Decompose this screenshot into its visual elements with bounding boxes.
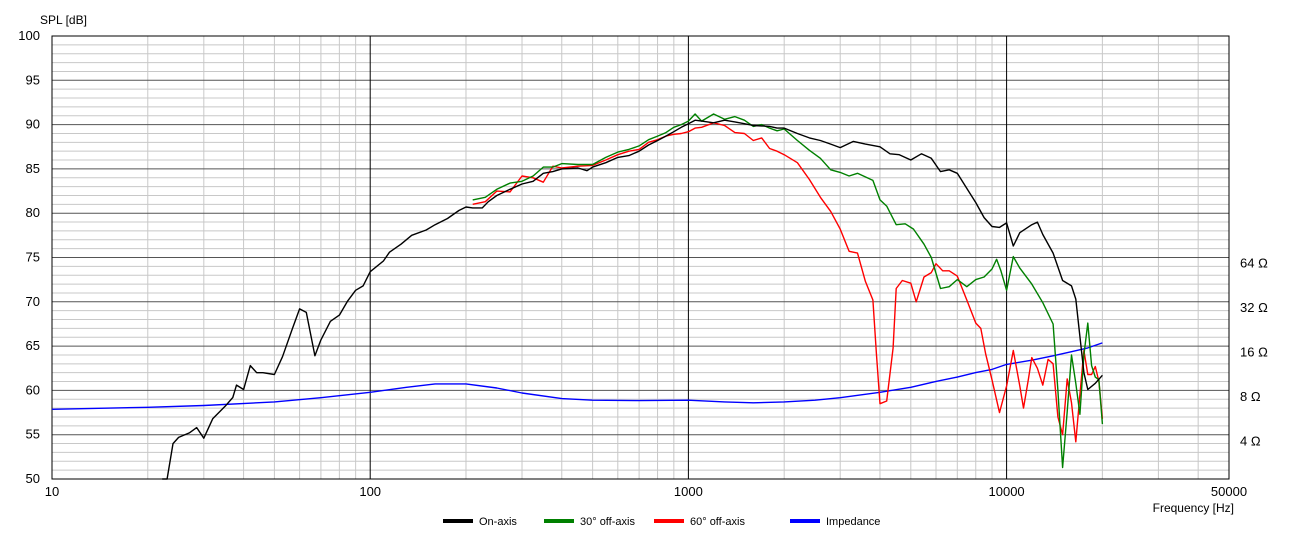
x-tick-label: 1000 bbox=[674, 484, 703, 499]
series-line-60-off-axis bbox=[472, 122, 1104, 443]
y-tick-label: 80 bbox=[26, 205, 40, 220]
y2-tick-label: 64 Ω bbox=[1240, 256, 1268, 271]
y-axis-title: SPL [dB] bbox=[40, 13, 87, 27]
y-tick-label: 85 bbox=[26, 161, 40, 176]
series-layer bbox=[51, 113, 1104, 480]
series-line-impedance bbox=[51, 342, 1103, 410]
y-tick-label: 90 bbox=[26, 117, 40, 132]
plot-frame bbox=[51, 35, 1230, 480]
x-tick-labels: 10 100 1000 10000 50000 bbox=[45, 484, 1247, 499]
y2-tick-label: 8 Ω bbox=[1240, 389, 1261, 404]
y-tick-labels: 50 55 60 65 70 75 80 85 90 95 100 bbox=[18, 28, 40, 486]
x-tick-label: 10 bbox=[45, 484, 59, 499]
y-tick-label: 75 bbox=[26, 250, 40, 265]
y-tick-label: 60 bbox=[26, 382, 40, 397]
y-tick-label: 70 bbox=[26, 294, 40, 309]
legend-label-60-off-axis: 60° off-axis bbox=[690, 516, 745, 528]
legend-label-on-axis: On-axis bbox=[479, 516, 517, 528]
x-axis-title: Frequency [Hz] bbox=[1153, 501, 1234, 515]
y-tick-label: 95 bbox=[26, 72, 40, 87]
x-tick-label: 10000 bbox=[989, 484, 1025, 499]
series-line-on-axis bbox=[162, 119, 1103, 480]
y2-tick-label: 4 Ω bbox=[1240, 433, 1261, 448]
legend-label-30-off-axis: 30° off-axis bbox=[580, 516, 635, 528]
legend: On-axis 30° off-axis 60° off-axis Impedance bbox=[443, 516, 880, 528]
y2-tick-labels: 4 Ω 8 Ω 16 Ω 32 Ω 64 Ω bbox=[1240, 256, 1268, 449]
y-tick-label: 55 bbox=[26, 427, 40, 442]
x-tick-label: 50000 bbox=[1211, 484, 1247, 499]
y2-tick-label: 32 Ω bbox=[1240, 300, 1268, 315]
grid bbox=[51, 35, 1230, 480]
y2-tick-label: 16 Ω bbox=[1240, 345, 1268, 360]
y-tick-label: 50 bbox=[26, 471, 40, 486]
x-tick-label: 100 bbox=[359, 484, 381, 499]
series-line-30-off-axis bbox=[472, 113, 1104, 469]
legend-label-impedance: Impedance bbox=[826, 516, 880, 528]
y-tick-label: 65 bbox=[26, 338, 40, 353]
y-tick-label: 100 bbox=[18, 28, 40, 43]
